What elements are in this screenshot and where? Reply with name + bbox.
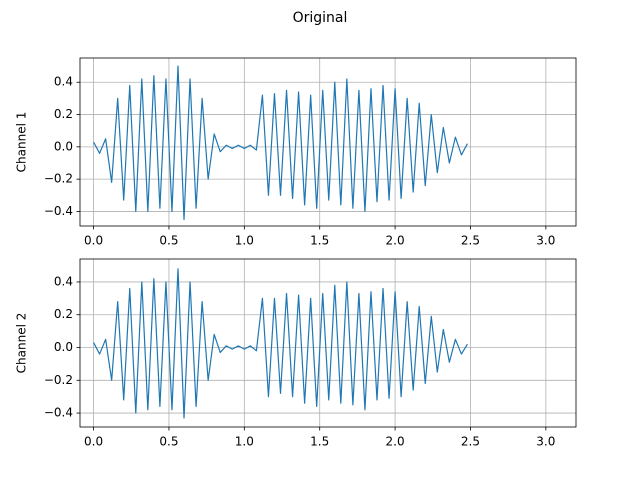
y-tick-label: −0.2 [44,172,73,186]
y-tick-label: 0.4 [54,75,73,89]
x-tick-label: 0.5 [159,234,178,248]
x-tick-label: 1.0 [235,435,254,449]
axes-frame [79,57,577,227]
y-tick-label: 0.0 [54,340,73,354]
y-tick-label: 0.4 [54,274,73,288]
x-tick-label: 2.0 [386,435,405,449]
y-tick-label: −0.4 [44,204,73,218]
x-tick-label: 1.5 [310,435,329,449]
y-tick-label: 0.0 [54,139,73,153]
y-axis-label: Channel 1 [15,112,29,173]
y-tick-label: −0.2 [44,373,73,387]
x-tick-label: 2.5 [461,234,480,248]
x-tick-label: 1.5 [310,234,329,248]
waveform [93,268,468,419]
x-tick-label: 0.0 [84,435,103,449]
x-tick-label: 2.5 [461,435,480,449]
x-tick-label: 0.0 [84,234,103,248]
figure-title: Original [293,10,348,26]
y-tick-label: 0.2 [54,107,73,121]
x-tick-label: 2.0 [386,234,405,248]
x-tick-label: 1.0 [235,234,254,248]
waveform [93,65,468,221]
y-axis-label: Channel 2 [15,313,29,374]
x-tick-label: 3.0 [536,234,555,248]
axes-frame [79,258,577,428]
y-tick-label: 0.2 [54,307,73,321]
x-tick-label: 3.0 [536,435,555,449]
x-tick-label: 0.5 [159,435,178,449]
y-tick-label: −0.4 [44,406,73,420]
